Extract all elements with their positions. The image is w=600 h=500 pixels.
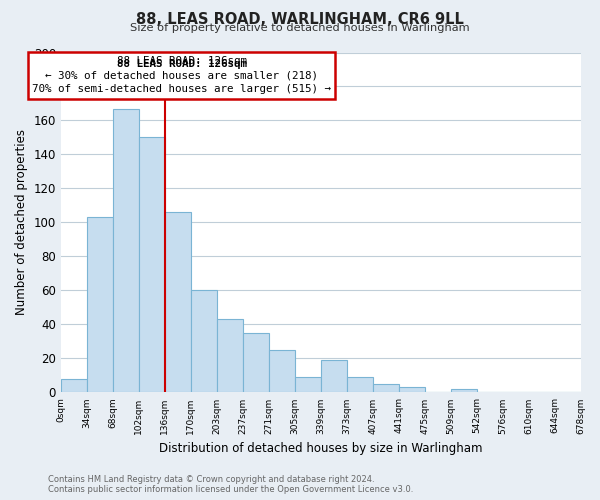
Bar [217, 320, 242, 392]
Bar [398, 388, 425, 392]
Bar [373, 384, 398, 392]
Text: 88, LEAS ROAD, WARLINGHAM, CR6 9LL: 88, LEAS ROAD, WARLINGHAM, CR6 9LL [136, 12, 464, 26]
Y-axis label: Number of detached properties: Number of detached properties [15, 130, 28, 316]
Bar [242, 333, 269, 392]
Text: Size of property relative to detached houses in Warlingham: Size of property relative to detached ho… [130, 23, 470, 33]
Bar [451, 389, 476, 392]
Text: 88 LEAS ROAD: 126sqm
← 30% of detached houses are smaller (218)
70% of semi-deta: 88 LEAS ROAD: 126sqm ← 30% of detached h… [32, 56, 331, 94]
Bar [113, 108, 139, 393]
Bar [191, 290, 217, 392]
Bar [61, 379, 87, 392]
Bar [347, 377, 373, 392]
Text: 88 LEAS ROAD: 126sqm: 88 LEAS ROAD: 126sqm [116, 60, 247, 70]
Bar [269, 350, 295, 393]
Text: Contains HM Land Registry data © Crown copyright and database right 2024.
Contai: Contains HM Land Registry data © Crown c… [48, 474, 413, 494]
Bar [139, 138, 165, 392]
X-axis label: Distribution of detached houses by size in Warlingham: Distribution of detached houses by size … [159, 442, 482, 455]
Bar [320, 360, 347, 392]
Bar [87, 218, 113, 392]
Bar [165, 212, 191, 392]
Bar [295, 377, 320, 392]
